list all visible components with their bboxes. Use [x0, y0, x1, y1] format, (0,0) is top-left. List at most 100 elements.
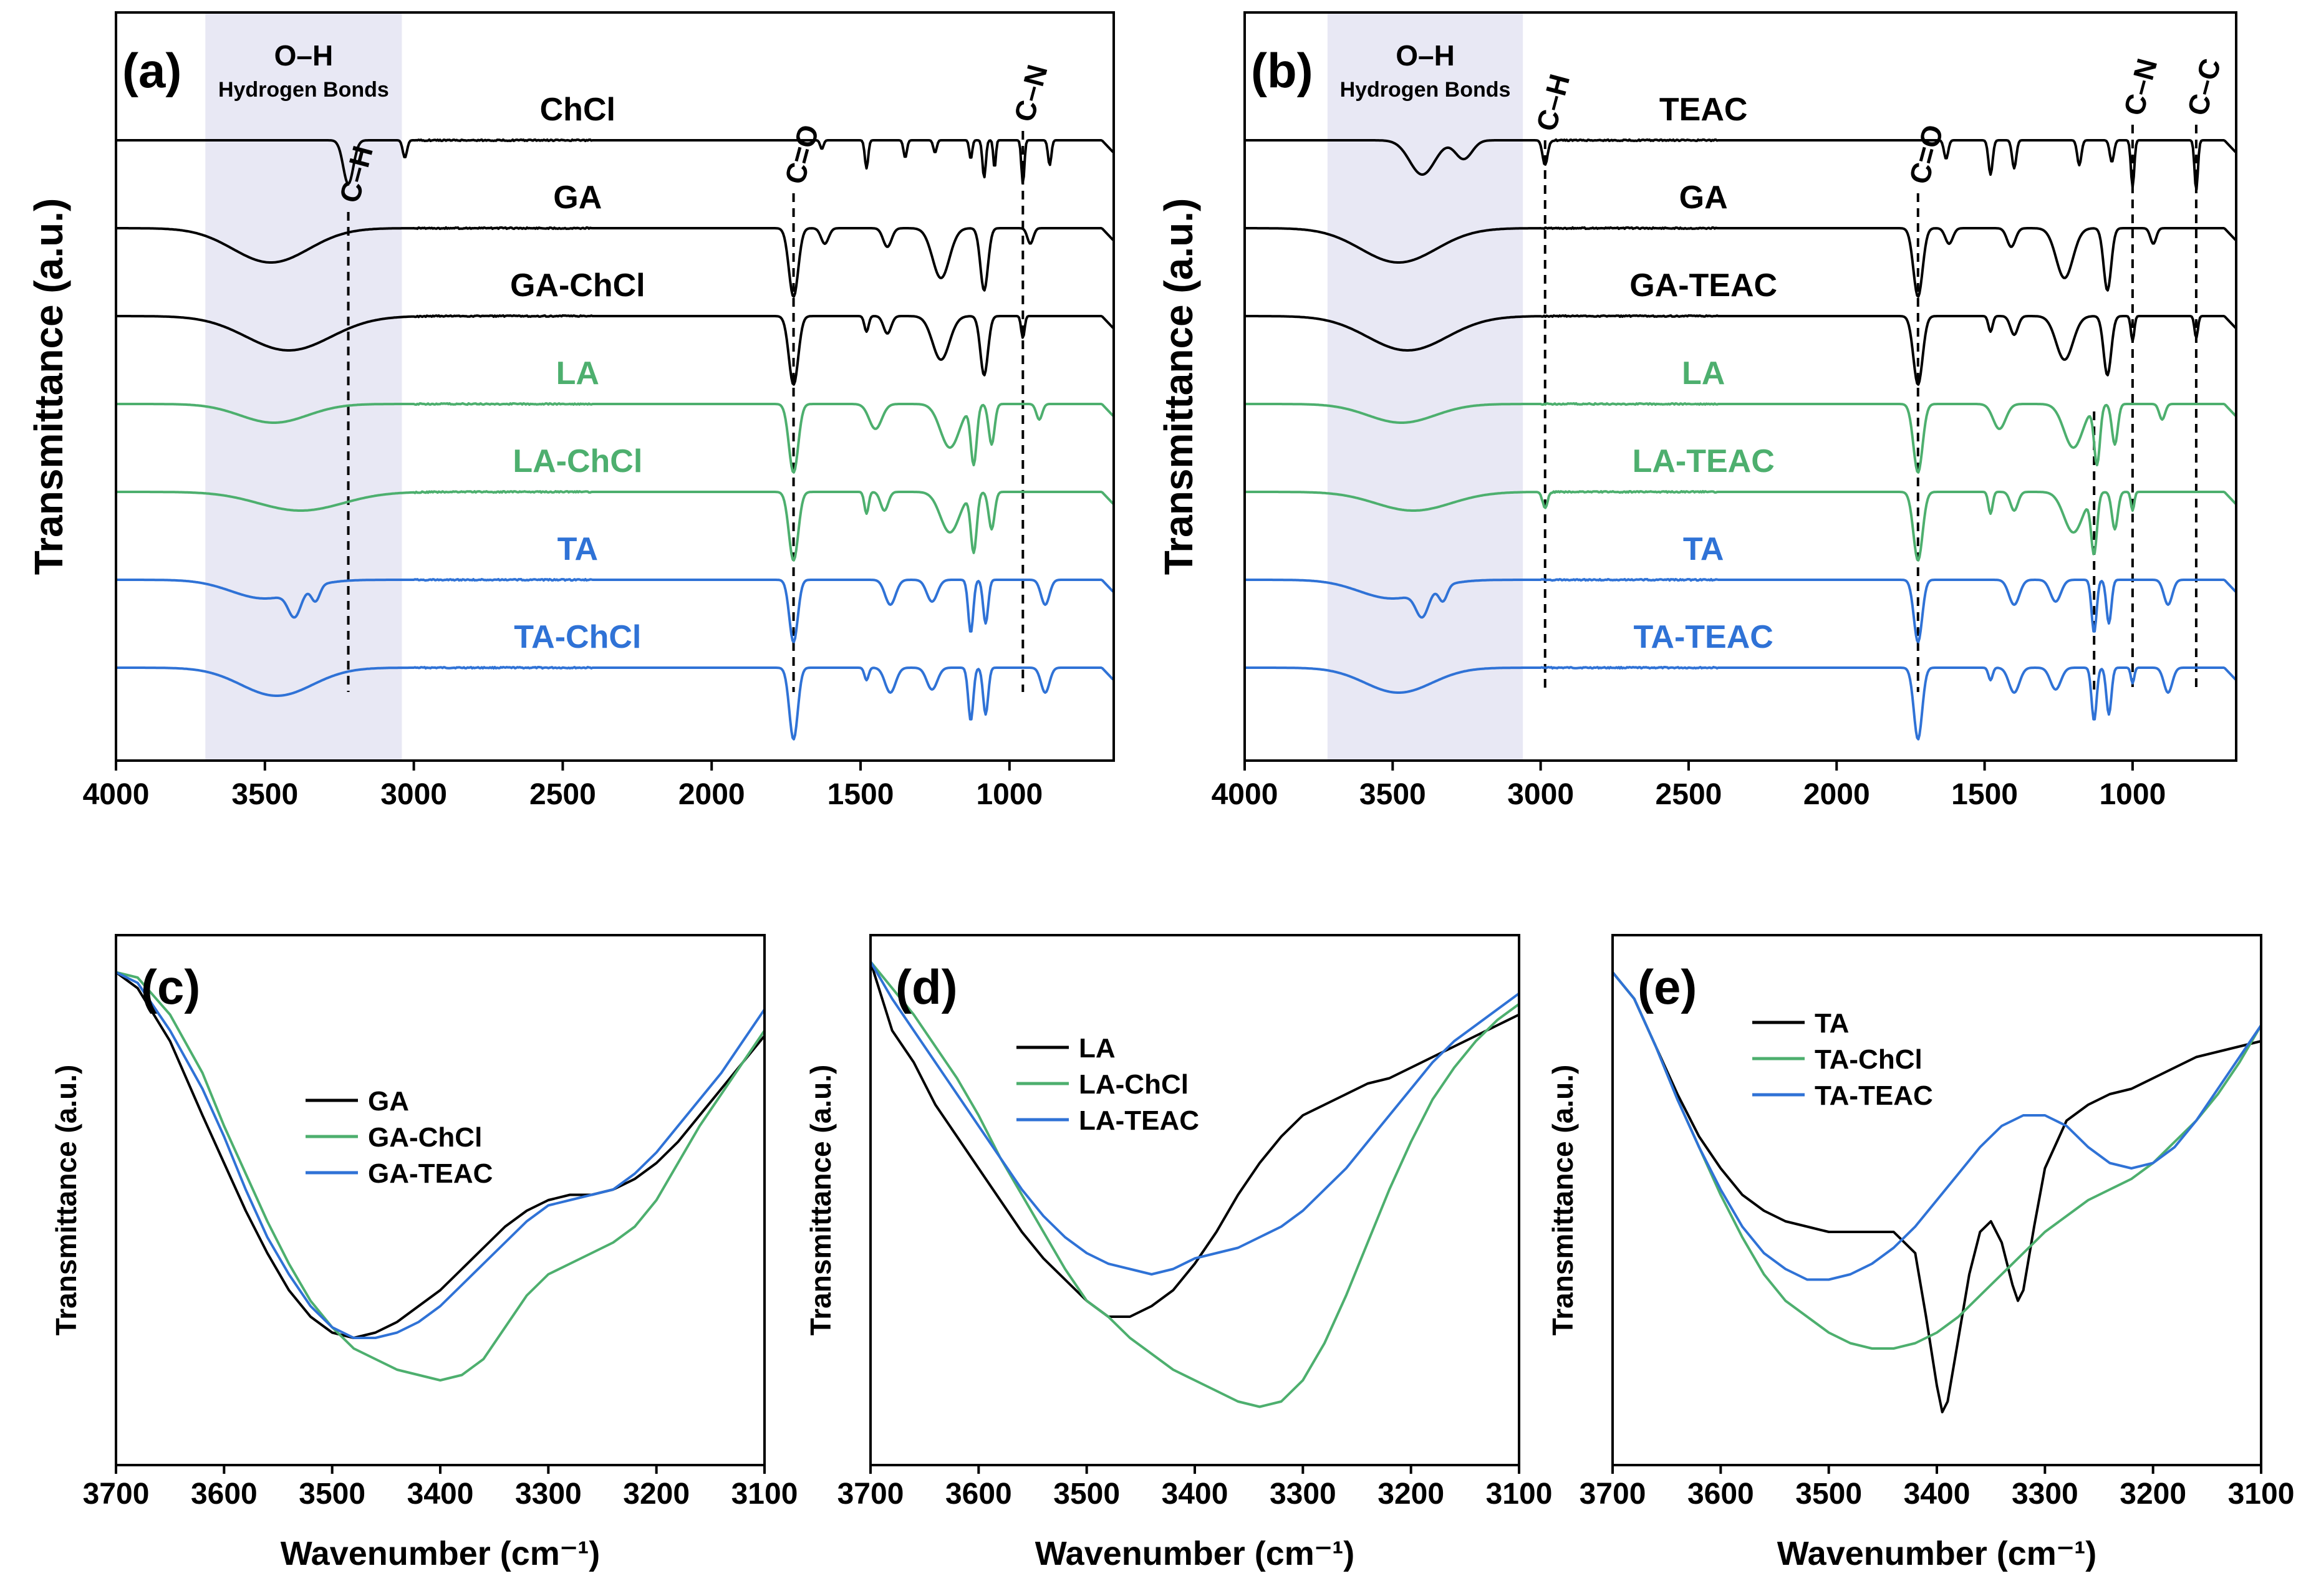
panel-c: 3700 3600 3500 3400 3300 3200 3100 (c) GA GA-Ch… [50, 934, 798, 1572]
b-plot-frame [1243, 11, 2237, 762]
d-x-ticks: 3700 3600 3500 3400 3300 3200 3100 [837, 1465, 1553, 1511]
b-tick-label-3500: 3500 [1359, 778, 1426, 811]
a-series-label-la-chcl: LA-ChCl [513, 443, 642, 479]
b-curve-ga-teac [1244, 314, 2237, 386]
d-legend-label-la-chcl: LA-ChCl [1079, 1069, 1189, 1100]
b-series-labels: TEAC GA GA-TEAC LA LA-TEAC TA TA-TEAC [1629, 92, 1777, 655]
a-shade-label-line2: Hydrogen Bonds [218, 78, 389, 102]
a-shaded-region [205, 12, 402, 761]
d-tick-label-3100: 3100 [1486, 1478, 1553, 1511]
a-series-label-ga: GA [553, 180, 602, 216]
e-x-axis-label: Wavenumber (cm⁻¹) [1777, 1535, 2097, 1572]
a-x-ticks: 4000 3500 3000 2500 2000 1500 1000 [83, 761, 1043, 811]
a-curve-chcl [115, 138, 1114, 185]
b-tick-label-1500: 1500 [1951, 778, 2018, 811]
e-legend-label-ta-chcl: TA-ChCl [1815, 1044, 1923, 1075]
b-curve-la [1244, 402, 2237, 474]
e-tick-label-3600: 3600 [1687, 1478, 1754, 1511]
b-curve-teac [1244, 138, 2237, 191]
e-curve-ta [1611, 971, 2262, 1413]
e-tick-label-3700: 3700 [1580, 1478, 1646, 1511]
e-tick-label-3100: 3100 [2228, 1478, 2295, 1511]
e-tick-label-3200: 3200 [2120, 1478, 2186, 1511]
panel-e: 3700 3600 3500 3400 3300 3200 3100 (e) TA TA-Ch… [1546, 934, 2295, 1572]
a-series-label-chcl: ChCl [540, 92, 615, 128]
e-legend-label-ta-teac: TA-TEAC [1815, 1080, 1933, 1111]
b-series-label-teac: TEAC [1659, 92, 1748, 128]
a-curve-ga-chcl [115, 314, 1114, 386]
e-curves [1611, 971, 2262, 1413]
c-tick-label-3500: 3500 [299, 1478, 365, 1511]
d-tick-label-3200: 3200 [1377, 1478, 1444, 1511]
b-series-label-la: LA [1682, 355, 1725, 392]
c-curve-ga-teac [115, 971, 766, 1339]
a-tick-label-1500: 1500 [827, 778, 894, 811]
c-tick-label-3400: 3400 [407, 1478, 474, 1511]
a-curve-ga [115, 226, 1114, 298]
c-tick-label-3700: 3700 [83, 1478, 150, 1511]
c-legend-label-ga: GA [368, 1086, 409, 1117]
e-panel-label: (e) [1638, 959, 1697, 1014]
b-panel-label: (b) [1251, 43, 1313, 98]
e-x-ticks: 3700 3600 3500 3400 3300 3200 3100 [1580, 1465, 2295, 1511]
d-y-axis-label: Transmittance (a.u.) [804, 1065, 837, 1336]
b-series-label-ta: TA [1683, 531, 1724, 567]
c-curve-ga [115, 971, 766, 1339]
d-tick-label-3400: 3400 [1162, 1478, 1228, 1511]
e-tick-label-3400: 3400 [1904, 1478, 1971, 1511]
c-tick-label-3100: 3100 [731, 1478, 798, 1511]
c-curve-ga-chcl [115, 971, 766, 1382]
a-tick-label-2000: 2000 [678, 778, 745, 811]
d-tick-label-3500: 3500 [1053, 1478, 1120, 1511]
d-panel-label: (d) [895, 959, 958, 1014]
c-legend: GA GA-ChCl GA-TEAC [306, 1086, 493, 1189]
c-tick-label-3300: 3300 [515, 1478, 582, 1511]
e-legend-label-ta: TA [1815, 1008, 1849, 1039]
b-series-label-ga-teac: GA-TEAC [1629, 267, 1777, 304]
d-curve-la [869, 961, 1520, 1318]
d-curves [869, 961, 1520, 1408]
b-x-ticks: 4000 3500 3000 2500 2000 1500 1000 [1212, 761, 2166, 811]
a-curve-la-chcl [115, 490, 1114, 562]
b-shaded-region [1327, 12, 1523, 761]
a-tick-label-3500: 3500 [231, 778, 298, 811]
d-tick-label-3700: 3700 [837, 1478, 904, 1511]
b-series-label-ta-teac: TA-TEAC [1634, 619, 1773, 655]
a-series-label-ga-chcl: GA-ChCl [510, 267, 645, 304]
b-curves [1244, 138, 2237, 741]
b-curve-ga [1244, 226, 2237, 298]
a-tick-label-2500: 2500 [529, 778, 596, 811]
c-x-ticks: 3700 3600 3500 3400 3300 3200 3100 [83, 1465, 798, 1511]
a-tick-label-4000: 4000 [83, 778, 150, 811]
b-tick-label-2500: 2500 [1656, 778, 1722, 811]
c-legend-label-ga-chcl: GA-ChCl [368, 1122, 482, 1153]
a-plot-frame [115, 11, 1115, 762]
a-panel-label: (a) [122, 43, 181, 98]
a-curve-ta [115, 578, 1114, 643]
e-tick-label-3300: 3300 [2012, 1478, 2078, 1511]
a-curve-la [115, 402, 1114, 474]
b-curve-la-teac [1244, 490, 2237, 562]
a-series-label-la: LA [556, 355, 599, 392]
b-series-label-ga: GA [1679, 180, 1728, 216]
panel-a: 4000 3500 3000 2500 2000 1500 1000 (a) O–H Hyd… [26, 11, 1115, 811]
d-curve-la-chcl [869, 961, 1520, 1408]
b-curve-ta-teac [1244, 666, 2237, 741]
d-legend-label-la: LA [1079, 1033, 1116, 1064]
c-tick-label-3600: 3600 [191, 1478, 258, 1511]
d-tick-label-3600: 3600 [945, 1478, 1012, 1511]
b-shade-label-line2: Hydrogen Bonds [1340, 78, 1511, 102]
c-x-axis-label: Wavenumber (cm⁻¹) [281, 1535, 601, 1572]
e-curve-ta-teac [1611, 971, 2262, 1281]
a-marker-lines [347, 131, 1025, 692]
b-tick-label-1000: 1000 [2099, 778, 2166, 811]
c-tick-label-3200: 3200 [623, 1478, 690, 1511]
b-series-label-la-teac: LA-TEAC [1633, 443, 1775, 479]
b-tick-label-4000: 4000 [1212, 778, 1278, 811]
panel-d: 3700 3600 3500 3400 3300 3200 3100 (d) LA LA-Ch… [804, 934, 1553, 1572]
e-y-axis-label: Transmittance (a.u.) [1546, 1065, 1579, 1336]
a-tick-label-3000: 3000 [380, 778, 447, 811]
b-y-axis-label: Transmittance (a.u.) [1156, 198, 1201, 575]
a-curves [115, 138, 1114, 741]
d-legend: LA LA-ChCl LA-TEAC [1016, 1033, 1199, 1136]
